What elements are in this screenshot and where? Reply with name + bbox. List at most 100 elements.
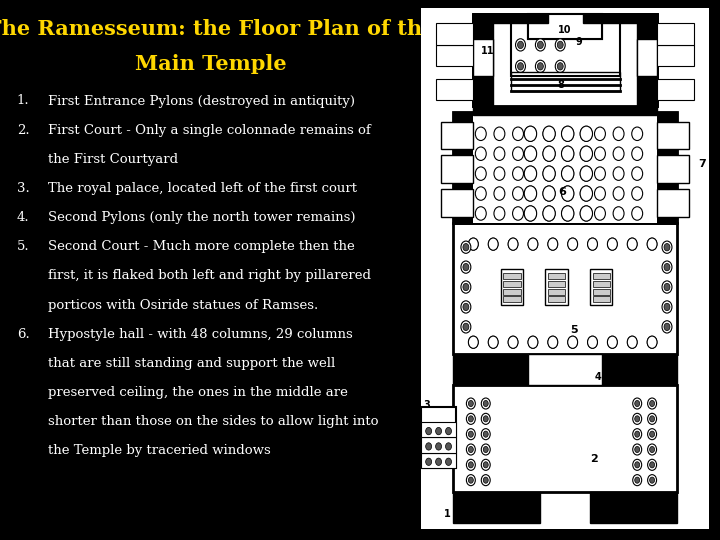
Circle shape [631,147,643,160]
Circle shape [488,238,498,250]
Circle shape [467,460,475,470]
Text: 6: 6 [558,187,566,197]
Circle shape [508,336,518,348]
Circle shape [524,166,536,181]
Circle shape [633,444,642,455]
Circle shape [662,261,672,273]
Circle shape [635,416,639,422]
Circle shape [528,336,538,348]
Text: First Court - Only a single colonnade remains of: First Court - Only a single colonnade re… [48,124,372,137]
Circle shape [664,244,670,251]
Circle shape [513,167,523,180]
Circle shape [513,187,523,200]
Circle shape [469,238,478,250]
Circle shape [426,428,431,435]
Bar [528,14,603,39]
Circle shape [469,431,473,437]
Bar [657,122,689,149]
Circle shape [469,401,473,407]
Circle shape [548,336,558,348]
Circle shape [580,146,593,161]
Circle shape [647,413,657,424]
Circle shape [543,206,555,221]
Circle shape [543,166,555,181]
Circle shape [436,458,441,465]
Circle shape [543,146,555,161]
Bar [421,407,456,468]
Bar [503,281,521,287]
Circle shape [595,127,606,140]
Bar [657,79,694,100]
Circle shape [608,336,617,348]
Text: that are still standing and support the well: that are still standing and support the … [48,357,336,370]
Text: Main Temple: Main Temple [135,54,287,74]
Circle shape [631,127,643,140]
Circle shape [481,444,490,455]
Circle shape [537,41,544,49]
Text: 6.: 6. [17,328,30,341]
Circle shape [446,428,451,435]
Circle shape [647,460,657,470]
Circle shape [494,187,505,200]
Circle shape [494,207,505,220]
Bar [503,273,521,279]
Circle shape [649,431,654,437]
Circle shape [633,460,642,470]
Circle shape [463,264,469,271]
Circle shape [463,244,469,251]
Circle shape [461,261,471,273]
Bar [582,14,603,23]
Text: first, it is flaked both left and right by pillarered: first, it is flaked both left and right … [48,269,372,282]
Bar [510,21,620,76]
Bar [593,273,610,279]
Bar [473,106,657,116]
Circle shape [613,207,624,220]
Circle shape [463,323,469,330]
Circle shape [494,167,505,180]
Circle shape [580,206,593,221]
Bar [548,288,565,295]
Circle shape [595,147,606,160]
Bar [454,354,677,385]
Circle shape [467,413,475,424]
Circle shape [481,475,490,485]
Circle shape [537,63,544,70]
Text: 7: 7 [698,159,706,170]
Circle shape [635,431,639,437]
Bar [528,14,548,23]
Circle shape [580,126,593,141]
Circle shape [483,416,488,422]
Bar [593,281,610,287]
Circle shape [662,321,672,333]
Circle shape [562,126,574,141]
Circle shape [555,60,565,72]
Circle shape [513,127,523,140]
Circle shape [543,126,555,141]
Circle shape [488,238,498,250]
Circle shape [662,241,672,253]
Circle shape [518,41,523,49]
Circle shape [543,186,555,201]
Text: Hypostyle hall - with 48 columns, 29 columns: Hypostyle hall - with 48 columns, 29 col… [48,328,354,341]
Circle shape [543,166,555,181]
Circle shape [436,443,441,450]
Circle shape [481,413,490,424]
Circle shape [524,186,536,201]
Circle shape [562,206,574,221]
Circle shape [543,206,555,221]
Circle shape [483,462,488,468]
Text: Second Pylons (only the north tower remains): Second Pylons (only the north tower rema… [48,211,356,224]
Circle shape [562,186,574,201]
Text: First Entrance Pylons (destroyed in antiquity): First Entrance Pylons (destroyed in anti… [48,94,356,107]
Circle shape [613,187,624,200]
Circle shape [518,63,523,70]
Circle shape [627,336,637,348]
Circle shape [567,336,577,348]
Circle shape [524,206,536,221]
Text: 5.: 5. [17,240,30,253]
Circle shape [426,443,431,450]
Circle shape [467,475,475,485]
Text: 4: 4 [595,372,602,382]
Circle shape [588,238,598,250]
Text: The Ramesseum: the Floor Plan of the: The Ramesseum: the Floor Plan of the [0,19,436,39]
